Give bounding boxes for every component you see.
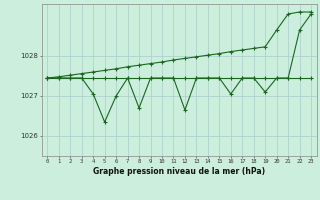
X-axis label: Graphe pression niveau de la mer (hPa): Graphe pression niveau de la mer (hPa) <box>93 167 265 176</box>
